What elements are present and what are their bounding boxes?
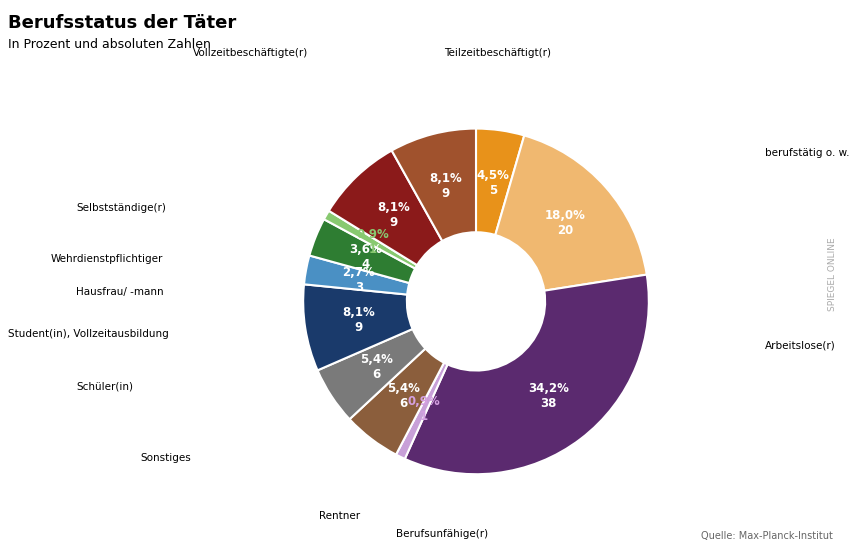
Text: 8,1%
9: 8,1% 9 [377, 201, 410, 229]
Wedge shape [396, 363, 447, 459]
Text: 3,6%
4: 3,6% 4 [349, 243, 382, 271]
Text: Berufsunfähige(r): Berufsunfähige(r) [396, 529, 488, 539]
Text: Hausfrau/ -mann: Hausfrau/ -mann [76, 287, 164, 296]
Text: 34,2%
38: 34,2% 38 [528, 383, 569, 410]
Text: 18,0%
20: 18,0% 20 [545, 209, 586, 237]
Wedge shape [303, 284, 412, 370]
Text: Student(in), Vollzeitausbildung: Student(in), Vollzeitausbildung [8, 329, 169, 339]
Text: Berufsstatus der Täter: Berufsstatus der Täter [8, 14, 237, 32]
Text: Vollzeitbeschäftigte(r): Vollzeitbeschäftigte(r) [193, 48, 309, 58]
Text: Schüler(in): Schüler(in) [76, 381, 133, 391]
Text: Selbstständige(r): Selbstständige(r) [76, 203, 167, 213]
Text: SPIEGEL ONLINE: SPIEGEL ONLINE [828, 237, 837, 311]
Text: 0,9%
1: 0,9% 1 [407, 395, 440, 423]
Text: 2,7%
3: 2,7% 3 [343, 266, 375, 294]
Wedge shape [349, 349, 444, 455]
Text: Sonstiges: Sonstiges [140, 453, 191, 463]
Text: 0,9%
1: 0,9% 1 [356, 228, 389, 256]
Text: Teilzeitbeschäftigt(r): Teilzeitbeschäftigt(r) [444, 48, 551, 58]
Text: Arbeitslose(r): Arbeitslose(r) [765, 340, 836, 350]
Text: 5,4%
6: 5,4% 6 [360, 353, 393, 381]
Text: 8,1%
9: 8,1% 9 [342, 306, 375, 334]
Text: berufstätig o. w. Angaben: berufstätig o. w. Angaben [765, 149, 850, 158]
Text: 8,1%
9: 8,1% 9 [429, 172, 462, 200]
Wedge shape [304, 255, 410, 295]
Wedge shape [405, 275, 649, 474]
Wedge shape [318, 329, 425, 419]
Wedge shape [309, 219, 415, 283]
Wedge shape [324, 211, 417, 269]
Wedge shape [496, 135, 647, 290]
Text: 5,4%
6: 5,4% 6 [388, 383, 420, 410]
Text: Wehrdienstpflichtiger: Wehrdienstpflichtiger [51, 254, 163, 264]
Circle shape [407, 232, 545, 370]
Wedge shape [329, 151, 442, 265]
Wedge shape [476, 129, 524, 235]
Text: 4,5%
5: 4,5% 5 [476, 169, 509, 197]
Wedge shape [392, 129, 476, 241]
Text: Rentner: Rentner [320, 511, 360, 521]
Text: In Prozent und absoluten Zahlen: In Prozent und absoluten Zahlen [8, 38, 212, 52]
Text: Quelle: Max-Planck-Institut: Quelle: Max-Planck-Institut [701, 532, 833, 541]
